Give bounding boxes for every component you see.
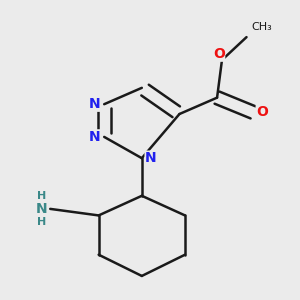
Text: N: N	[145, 151, 157, 165]
Text: O: O	[256, 105, 268, 119]
Text: N: N	[36, 202, 48, 216]
Text: O: O	[213, 47, 225, 61]
Text: CH₃: CH₃	[251, 22, 272, 32]
Text: H: H	[38, 217, 47, 227]
Text: N: N	[88, 97, 100, 111]
Text: H: H	[38, 191, 47, 202]
Text: N: N	[88, 130, 100, 144]
